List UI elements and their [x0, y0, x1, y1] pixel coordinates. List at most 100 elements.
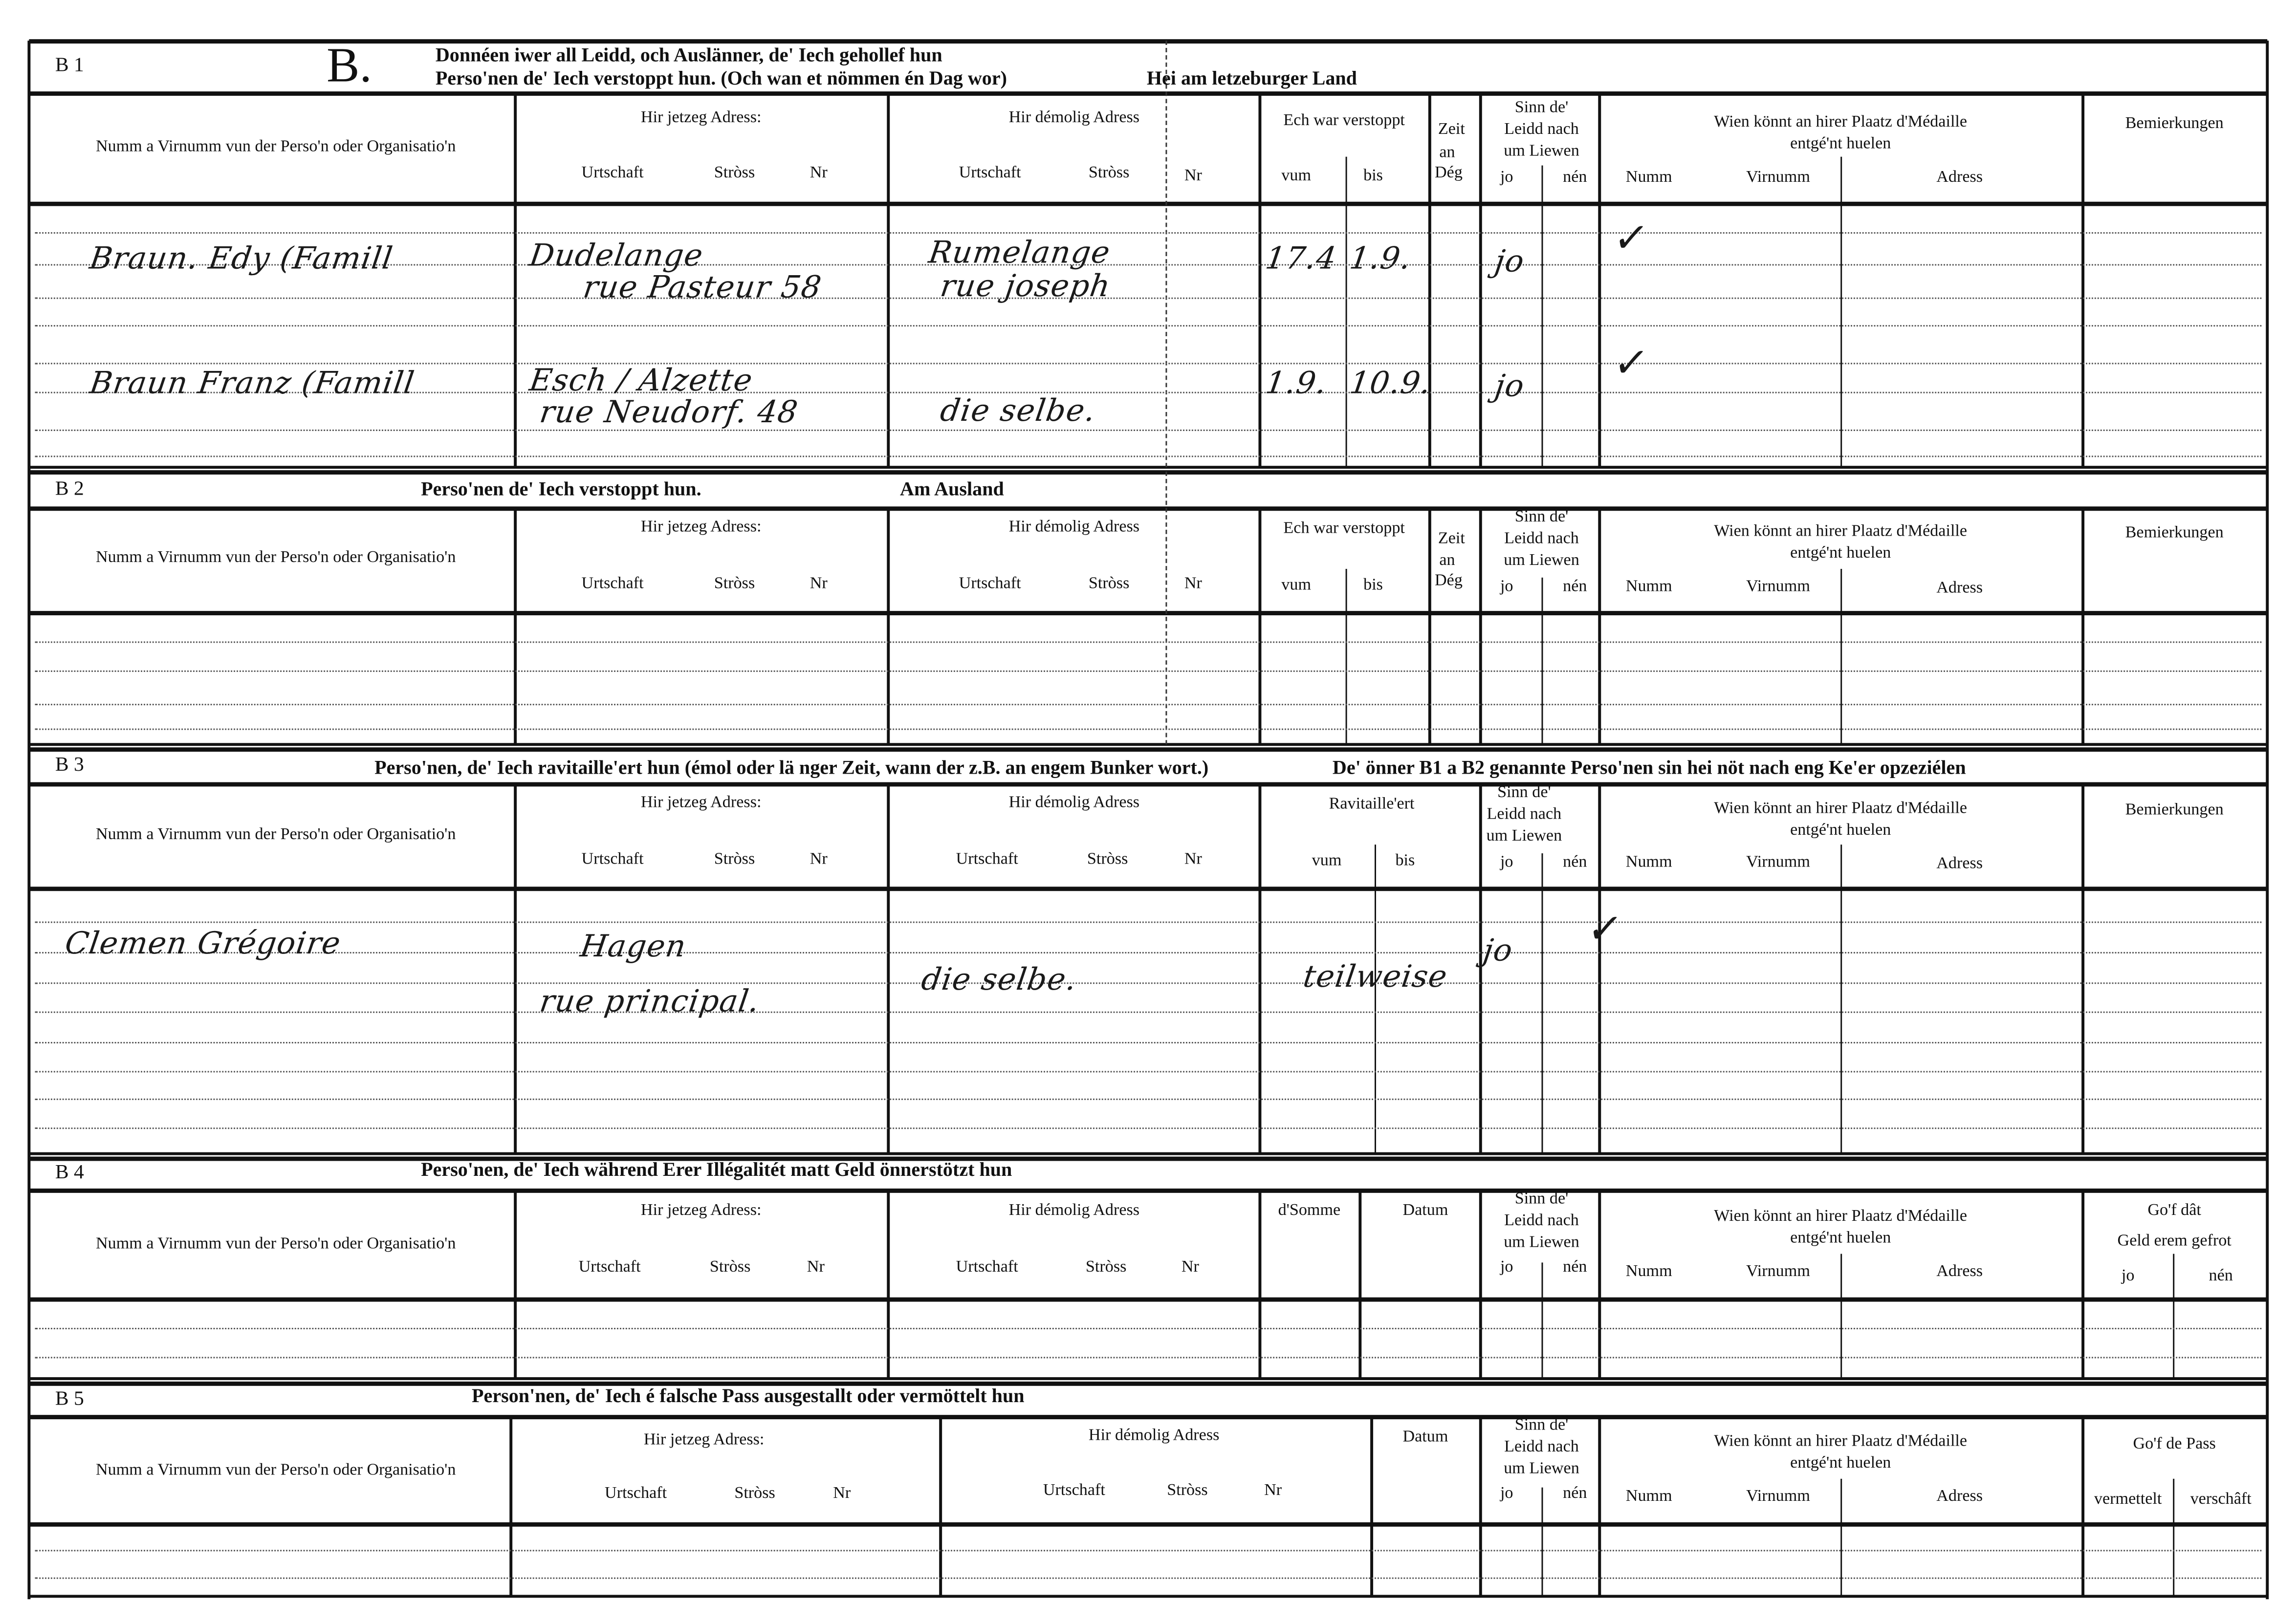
section-title: Am Ausland	[900, 477, 1004, 500]
column-header: um Liewen	[1504, 552, 1579, 569]
column-header: Bemierkungen	[2125, 801, 2224, 819]
column-divider	[1258, 93, 1262, 468]
column-header: Urtschaft	[959, 164, 1021, 182]
column-header: Bemierkungen	[2125, 524, 2224, 542]
column-header: Sinn de'	[1497, 784, 1551, 801]
entry-former-town[interactable]: Rumelange	[926, 235, 1113, 270]
column-divider	[513, 1190, 517, 1379]
writing-line	[35, 297, 2262, 299]
column-divider	[1258, 1190, 1262, 1379]
entry-alive[interactable]: jo	[1481, 933, 1515, 968]
column-header: Hir jetzeg Adress:	[640, 518, 762, 536]
rule-line	[29, 1156, 2268, 1161]
entry-from[interactable]: 1.9.	[1263, 366, 1330, 401]
column-header: Leidd nach	[1487, 805, 1562, 823]
column-header: Adress	[1936, 1488, 1983, 1506]
column-divider	[1541, 577, 1542, 745]
rule-line	[29, 201, 2268, 206]
column-header: Numm	[1625, 853, 1672, 871]
column-header: Wien könnt an hirer Plaatz d'Médaille	[1714, 800, 1968, 818]
column-divider	[1258, 783, 1262, 1154]
column-header: Hir jetzeg Adress:	[640, 794, 762, 812]
entry-current-street[interactable]: rue principal.	[537, 984, 762, 1019]
column-header: Numm	[1625, 578, 1672, 596]
rule-line	[29, 746, 2268, 751]
column-divider	[513, 783, 517, 1154]
entry-current-town[interactable]: Hagen	[578, 929, 689, 964]
column-header: Nr	[1264, 1482, 1282, 1500]
column-header: Hir jetzeg Adress:	[640, 109, 762, 127]
writing-line	[35, 1550, 2262, 1552]
column-header: Adress	[1936, 169, 1983, 186]
column-divider	[2081, 93, 2085, 468]
column-header: entgé'nt huelen	[1790, 1454, 1891, 1472]
entry-to[interactable]: 1.9.	[1347, 240, 1414, 276]
entry-former-street[interactable]: rue joseph	[938, 268, 1113, 303]
rule-line	[29, 1377, 2268, 1381]
column-header: um Liewen	[1486, 827, 1562, 845]
entry-medal-check[interactable]: ✓	[1611, 339, 1653, 387]
writing-line	[35, 325, 2262, 327]
entry-former[interactable]: die selbe.	[919, 962, 1079, 997]
writing-line	[35, 455, 2262, 457]
column-header: Numm a Virnumm vun der Perso'n oder Orga…	[95, 1461, 456, 1479]
column-header: Virnumm	[1746, 853, 1810, 871]
section-title: Perso'nen, de' Iech während Erer Illégal…	[421, 1158, 1012, 1180]
column-header: entgé'nt huelen	[1790, 1229, 1891, 1247]
column-header: vum	[1312, 852, 1342, 870]
column-divider	[1374, 844, 1376, 1154]
column-header: Virnumm	[1746, 1488, 1810, 1506]
rule-line	[29, 1594, 2268, 1599]
entry-medal-check[interactable]: ✓	[1611, 214, 1653, 262]
entry-current-street[interactable]: rue Neudorf. 48	[537, 394, 801, 430]
column-header: Stròss	[709, 1258, 751, 1276]
entry-name[interactable]: Braun Franz (Famill	[88, 366, 417, 401]
column-header: Leidd nach	[1504, 530, 1579, 548]
entry-alive[interactable]: jo	[1492, 243, 1527, 279]
column-header: Virnumm	[1746, 169, 1810, 186]
column-divider	[1428, 93, 1432, 468]
dashed-divider	[1165, 472, 1167, 745]
column-header: d'Somme	[1278, 1202, 1341, 1220]
column-header: bis	[1395, 852, 1415, 870]
entry-to[interactable]: 10.9.	[1347, 366, 1434, 401]
entry-medal-check[interactable]: ✓	[1584, 905, 1626, 953]
column-header: Hir jetzeg Adress:	[640, 1202, 762, 1220]
rule-line	[29, 610, 2268, 615]
column-divider	[1839, 1253, 1841, 1379]
column-header: Numm a Virnumm vun der Perso'n oder Orga…	[95, 549, 456, 566]
column-header: Hir jetzeg Adress:	[643, 1431, 765, 1449]
column-header: Nr	[1184, 167, 1202, 185]
rule-line	[29, 1414, 2268, 1419]
column-header: Stròss	[1087, 850, 1128, 868]
section-title: Perso'nen, de' Iech ravitaille'ert hun (…	[374, 756, 1209, 779]
entry-current-town[interactable]: Esch / Alzette	[527, 363, 755, 398]
entry-name[interactable]: Clemen Grégoire	[63, 926, 344, 961]
column-header: Go'f dât	[2147, 1202, 2201, 1220]
dashed-divider	[1165, 41, 1167, 468]
column-header: Stròss	[714, 575, 755, 593]
entry-current-street[interactable]: rue Pasteur 58	[581, 270, 824, 305]
column-divider	[1479, 508, 1482, 745]
rule-line	[29, 505, 2268, 510]
column-header: nén	[1563, 169, 1587, 186]
writing-line	[35, 1357, 2262, 1359]
rule-line	[29, 742, 2268, 747]
writing-line	[35, 1577, 2262, 1579]
entry-period[interactable]: teilweise	[1301, 959, 1450, 995]
entry-current-town[interactable]: Dudelange	[527, 238, 706, 273]
column-header: Zeit	[1438, 121, 1465, 138]
column-header: vum	[1281, 167, 1312, 185]
column-divider	[1479, 783, 1482, 1154]
entry-name[interactable]: Braun. Edy (Famill	[88, 240, 395, 276]
column-header: Stròss	[1167, 1482, 1208, 1500]
column-header: Numm a Virnumm vun der Perso'n oder Orga…	[95, 1235, 456, 1253]
column-header: Zeit	[1438, 530, 1465, 548]
column-divider	[1839, 156, 1841, 468]
column-header: Go'f de Pass	[2133, 1435, 2216, 1453]
entry-from[interactable]: 17.4	[1263, 240, 1339, 276]
entry-former-street[interactable]: die selbe.	[938, 393, 1098, 428]
entry-alive[interactable]: jo	[1492, 368, 1527, 404]
column-divider	[2172, 1253, 2174, 1379]
column-header: entgé'nt huelen	[1790, 822, 1891, 840]
